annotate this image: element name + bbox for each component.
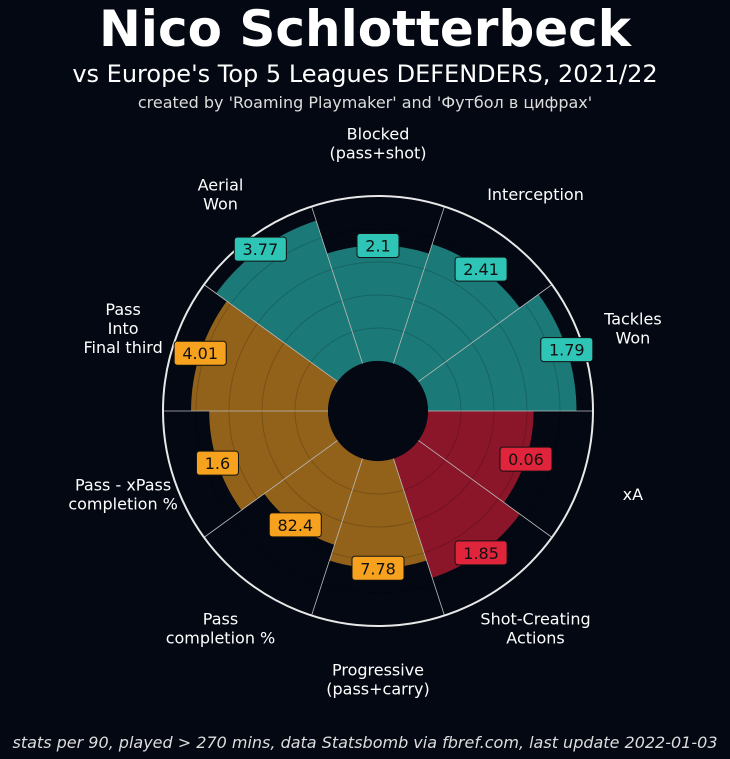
value-box — [540, 337, 594, 363]
value-label: 2.41 — [463, 260, 499, 279]
slice-divider — [418, 284, 553, 382]
outer-circle — [162, 195, 594, 627]
value-box — [499, 446, 553, 472]
credit-text: created by 'Roaming Playmaker' and 'Футб… — [137, 93, 593, 112]
value-box — [268, 512, 322, 538]
value-box — [233, 236, 287, 262]
slice-bar — [418, 411, 534, 503]
value-label: 1.79 — [549, 341, 585, 360]
value-box — [195, 450, 239, 476]
value-box — [454, 256, 508, 282]
value-label: 4.01 — [182, 344, 218, 363]
slice-bar — [191, 301, 338, 411]
category-label: Shot-Creating Actions — [480, 609, 590, 647]
value-label: 1.85 — [463, 544, 499, 563]
category-label: Pass completion % — [166, 609, 276, 647]
slice-divider — [418, 440, 553, 538]
category-label: Pass - xPass completion % — [68, 475, 178, 513]
value-label: 2.1 — [365, 237, 390, 256]
center-hole — [328, 361, 428, 461]
slice-bar — [326, 245, 430, 364]
value-box — [454, 540, 508, 566]
slice-divider — [393, 206, 445, 364]
value-label: 82.4 — [277, 516, 313, 535]
category-label: Progressive (pass+carry) — [326, 661, 429, 699]
value-label: 3.77 — [243, 240, 279, 259]
value-label: 1.6 — [205, 454, 230, 473]
category-label: Interception — [487, 185, 584, 204]
slice-bar — [209, 411, 338, 511]
value-box — [356, 233, 400, 258]
value-box — [351, 555, 405, 581]
slice-divider — [203, 284, 338, 382]
value-label: 7.78 — [360, 559, 396, 578]
category-label: xA — [623, 485, 643, 504]
slice-divider — [311, 206, 363, 364]
slice-bar — [418, 294, 577, 411]
value-label: 0.06 — [508, 450, 544, 469]
slice-divider — [311, 458, 363, 616]
slice-divider — [203, 440, 338, 538]
category-label: Aerial Won — [198, 176, 244, 214]
category-label: Tackles Won — [603, 310, 662, 348]
chart-subtitle: vs Europe's Top 5 Leagues DEFENDERS, 202… — [72, 60, 658, 88]
category-label: Pass Into Final third — [83, 300, 162, 357]
footer-note: stats per 90, played > 270 mins, data St… — [12, 733, 718, 752]
chart-title: Nico Schlotterbeck — [98, 0, 632, 58]
slice-divider — [393, 458, 445, 616]
value-box — [173, 340, 227, 366]
category-label: Blocked (pass+shot) — [329, 125, 426, 163]
